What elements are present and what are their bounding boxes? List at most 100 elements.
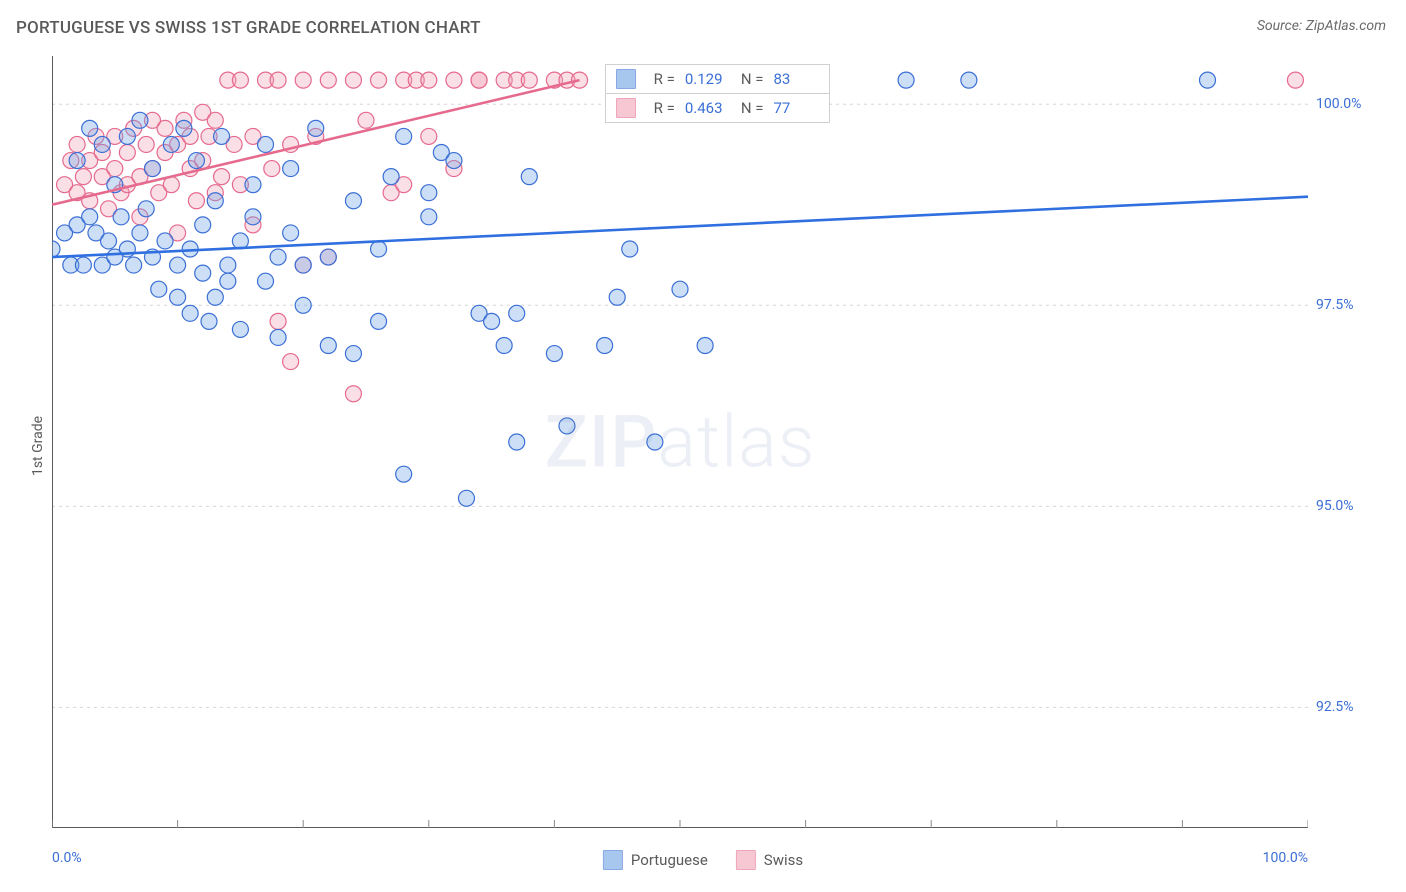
data-point	[132, 112, 148, 128]
data-point	[622, 241, 638, 257]
data-point	[188, 193, 204, 209]
data-point	[371, 313, 387, 329]
data-point	[496, 338, 512, 354]
data-point	[471, 72, 487, 88]
data-point	[207, 289, 223, 305]
data-point	[144, 161, 160, 177]
data-point	[176, 120, 192, 136]
data-point	[1287, 72, 1303, 88]
data-point	[421, 128, 437, 144]
correlation-stats-box: R =0.129N =83R =0.463N =77	[605, 64, 831, 123]
data-point	[320, 338, 336, 354]
data-point	[207, 112, 223, 128]
data-point	[697, 338, 713, 354]
data-point	[283, 225, 299, 241]
data-point	[69, 153, 85, 169]
data-point	[220, 273, 236, 289]
data-point	[214, 128, 230, 144]
data-point	[898, 72, 914, 88]
stats-row: R =0.129N =83	[606, 65, 830, 94]
data-point	[295, 297, 311, 313]
data-point	[521, 169, 537, 185]
data-point	[396, 128, 412, 144]
data-point	[383, 169, 399, 185]
data-point	[358, 112, 374, 128]
data-point	[521, 72, 537, 88]
data-point	[484, 313, 500, 329]
data-point	[214, 169, 230, 185]
data-point	[94, 136, 110, 152]
data-point	[458, 490, 474, 506]
data-point	[308, 120, 324, 136]
data-point	[138, 136, 154, 152]
x-axis-max: 100.0%	[1263, 850, 1308, 866]
data-point	[270, 329, 286, 345]
data-point	[258, 136, 274, 152]
data-point	[446, 153, 462, 169]
data-point	[101, 233, 117, 249]
data-point	[201, 313, 217, 329]
data-point	[151, 281, 167, 297]
data-point	[961, 72, 977, 88]
data-point	[207, 193, 223, 209]
y-tick-label: 95.0%	[1316, 498, 1390, 514]
data-point	[421, 72, 437, 88]
data-point	[345, 346, 361, 362]
data-point	[195, 265, 211, 281]
y-tick-label: 92.5%	[1316, 699, 1390, 715]
data-point	[446, 72, 462, 88]
data-point	[283, 161, 299, 177]
data-point	[157, 233, 173, 249]
data-point	[138, 201, 154, 217]
data-point	[75, 257, 91, 273]
x-axis-min: 0.0%	[52, 850, 82, 866]
data-point	[609, 289, 625, 305]
data-point	[258, 273, 274, 289]
y-tick-label: 100.0%	[1316, 96, 1390, 112]
data-point	[69, 136, 85, 152]
data-point	[509, 434, 525, 450]
data-point	[264, 161, 280, 177]
data-point	[1200, 72, 1216, 88]
scatter-plot	[52, 56, 1308, 828]
data-point	[157, 120, 173, 136]
data-point	[270, 249, 286, 265]
data-point	[220, 257, 236, 273]
data-point	[132, 225, 148, 241]
trend-line	[52, 197, 1308, 257]
legend: Portuguese Swiss	[603, 850, 803, 870]
data-point	[82, 120, 98, 136]
data-point	[126, 257, 142, 273]
data-point	[170, 257, 186, 273]
data-point	[195, 217, 211, 233]
data-point	[672, 281, 688, 297]
y-axis-label: 1st Grade	[30, 416, 46, 476]
data-point	[245, 177, 261, 193]
data-point	[270, 72, 286, 88]
data-point	[119, 145, 135, 161]
data-point	[421, 185, 437, 201]
data-point	[345, 72, 361, 88]
legend-item: Portuguese	[603, 850, 708, 870]
source-attribution: Source: ZipAtlas.com	[1257, 18, 1386, 34]
data-point	[232, 321, 248, 337]
chart-title: PORTUGUESE VS SWISS 1ST GRADE CORRELATIO…	[16, 18, 481, 38]
data-point	[163, 136, 179, 152]
data-point	[320, 249, 336, 265]
data-point	[75, 169, 91, 185]
data-point	[295, 257, 311, 273]
data-point	[182, 305, 198, 321]
data-point	[188, 153, 204, 169]
data-point	[245, 209, 261, 225]
data-point	[559, 418, 575, 434]
legend-item: Swiss	[736, 850, 803, 870]
data-point	[270, 313, 286, 329]
data-point	[421, 209, 437, 225]
stats-row: R =0.463N =77	[606, 94, 830, 122]
data-point	[396, 466, 412, 482]
data-point	[295, 72, 311, 88]
data-point	[82, 209, 98, 225]
data-point	[52, 241, 60, 257]
data-point	[647, 434, 663, 450]
plot-area: 92.5%95.0%97.5%100.0% R =0.129N =83R =0.…	[52, 56, 1308, 828]
